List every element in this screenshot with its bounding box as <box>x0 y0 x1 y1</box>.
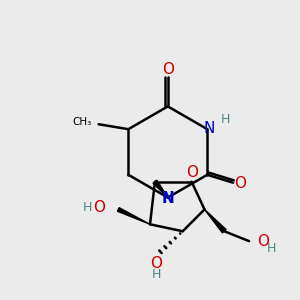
Text: O: O <box>257 234 269 249</box>
Text: H: H <box>220 113 230 126</box>
Text: N: N <box>161 191 174 206</box>
Text: H: H <box>267 242 276 255</box>
Text: O: O <box>234 176 246 191</box>
Text: O: O <box>162 62 174 77</box>
Text: H: H <box>83 201 92 214</box>
Polygon shape <box>153 180 168 198</box>
Polygon shape <box>118 208 150 224</box>
Polygon shape <box>205 209 226 233</box>
Text: O: O <box>150 256 162 272</box>
Text: O: O <box>187 165 199 180</box>
Text: N: N <box>204 121 215 136</box>
Text: H: H <box>151 268 160 281</box>
Text: O: O <box>93 200 105 215</box>
Text: CH₃: CH₃ <box>73 117 92 127</box>
